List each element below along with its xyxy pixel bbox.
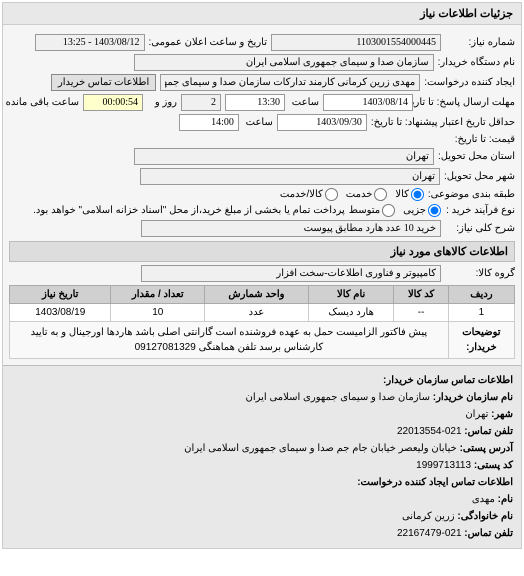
c-phone2: 021-22167479	[397, 528, 462, 539]
notes-cell: پیش فاکتور الزامیست حمل به عهده فروشنده …	[10, 322, 449, 359]
time-label-2: ساعت	[243, 117, 273, 128]
radio-goods[interactable]	[411, 188, 424, 201]
c-org-label: نام سازمان خریدار:	[433, 392, 513, 403]
buyer-org-label: نام دستگاه خریدار:	[438, 57, 515, 68]
need-no-label: شماره نیاز:	[445, 37, 515, 48]
th-name: نام کالا	[308, 286, 394, 304]
items-header: اطلاعات کالاهای مورد نیاز	[9, 241, 515, 262]
items-table: ردیف کد کالا نام کالا واحد شمارش تعداد /…	[9, 285, 515, 359]
panel-body: شماره نیاز: تاریخ و ساعت اعلان عمومی: نا…	[3, 25, 521, 365]
c-address-label: آدرس پستی:	[460, 443, 513, 454]
c-name: مهدی	[472, 494, 495, 505]
remaining-time-input[interactable]	[83, 94, 143, 111]
radio-service-label: خدمت	[346, 189, 373, 200]
table-header-row: ردیف کد کالا نام کالا واحد شمارش تعداد /…	[10, 286, 515, 304]
c-org: سازمان صدا و سیمای جمهوری اسلامی ایران	[245, 392, 429, 403]
radio-medium-label: متوسط	[349, 205, 380, 216]
requester-label: ایجاد کننده درخواست:	[424, 77, 515, 88]
notes-label-cell: توضیحات خریدار:	[448, 322, 514, 359]
announce-input[interactable]	[35, 34, 145, 51]
requester-input[interactable]	[160, 74, 420, 91]
process-label: نوع فرآیند خرید :	[445, 205, 515, 216]
c-name-label: نام:	[498, 494, 513, 505]
th-date: تاریخ نیاز	[10, 286, 111, 304]
row-province: استان محل تحویل:	[9, 148, 515, 165]
row-reply-deadline: مهلت ارسال پاسخ: تا تاریخ: ساعت روز و سا…	[9, 94, 515, 111]
radio-partial-label: جزیی	[403, 205, 426, 216]
radio-goods-service[interactable]	[325, 188, 338, 201]
category-radio-group: کالا خدمت کالا/خدمت	[280, 188, 424, 201]
group-input[interactable]	[141, 265, 441, 282]
c-phone2-label: تلفن تماس:	[464, 528, 513, 539]
c-lname-label: نام خانوادگی:	[457, 511, 513, 522]
c-phone-label: تلفن تماس:	[464, 426, 513, 437]
radio-goods-service-label: کالا/خدمت	[280, 189, 323, 200]
row-group: گروه کالا:	[9, 265, 515, 282]
td-date: 1403/08/19	[10, 304, 111, 322]
row-need-no: شماره نیاز: تاریخ و ساعت اعلان عمومی:	[9, 34, 515, 51]
desc-input[interactable]	[141, 220, 441, 237]
announce-label: تاریخ و ساعت اعلان عمومی:	[149, 37, 268, 48]
row-city: شهر محل تحویل:	[9, 168, 515, 185]
td-code: --	[394, 304, 448, 322]
table-row: 1 -- هارد دیسک عدد 10 1403/08/19	[10, 304, 515, 322]
reply-deadline-label: مهلت ارسال پاسخ: تا تاریخ:	[417, 97, 515, 108]
table-notes-row: توضیحات خریدار: پیش فاکتور الزامیست حمل …	[10, 322, 515, 359]
validity-label: حداقل تاریخ اعتبار پیشنهاد: تا تاریخ:	[371, 117, 515, 128]
c-lname: زرین کرمانی	[402, 511, 455, 522]
process-note: پرداخت تمام یا بخشی از مبلغ خرید،از محل …	[33, 205, 345, 216]
c-city: تهران	[465, 409, 488, 420]
c-address: خیابان ولیعصر خیابان جام جم صدا و سیمای …	[184, 443, 457, 454]
city-input[interactable]	[140, 168, 440, 185]
process-radio-group: جزیی متوسط	[349, 204, 441, 217]
province-input[interactable]	[134, 148, 434, 165]
panel-title: جزئیات اطلاعات نیاز	[3, 3, 521, 25]
desc-label: شرح کلی نیاز:	[445, 223, 515, 234]
th-code: کد کالا	[394, 286, 448, 304]
td-name: هارد دیسک	[308, 304, 394, 322]
validity-date-input[interactable]	[277, 114, 367, 131]
group-label: گروه کالا:	[445, 268, 515, 279]
time-label-1: ساعت	[289, 97, 319, 108]
td-qty: 10	[111, 304, 205, 322]
row-process: نوع فرآیند خرید : جزیی متوسط پرداخت تمام…	[9, 204, 515, 217]
row-price: قیمت: تا تاریخ:	[9, 134, 515, 145]
c-postal-label: کد پستی:	[474, 460, 513, 471]
row-validity: حداقل تاریخ اعتبار پیشنهاد: تا تاریخ: سا…	[9, 114, 515, 131]
contact-info-button[interactable]: اطلاعات تماس خریدار	[51, 74, 156, 91]
need-no-input[interactable]	[271, 34, 441, 51]
validity-time-input[interactable]	[179, 114, 239, 131]
td-row: 1	[448, 304, 514, 322]
row-desc: شرح کلی نیاز:	[9, 220, 515, 237]
th-unit: واحد شمارش	[205, 286, 309, 304]
row-buyer-org: نام دستگاه خریدار:	[9, 54, 515, 71]
c-postal: 1999713113	[416, 460, 471, 471]
c-city-label: شهر:	[491, 409, 513, 420]
radio-medium[interactable]	[382, 204, 395, 217]
radio-partial[interactable]	[428, 204, 441, 217]
province-label: استان محل تحویل:	[438, 151, 515, 162]
radio-goods-label: کالا	[395, 189, 409, 200]
price-label: قیمت: تا تاریخ:	[445, 134, 515, 145]
c-phone: 021-22013554	[397, 426, 462, 437]
day-label: روز و	[147, 97, 177, 108]
contact-section: اطلاعات تماس سازمان خریدار: نام سازمان خ…	[3, 365, 521, 548]
row-category: طبقه بندی موضوعی: کالا خدمت کالا/خدمت	[9, 188, 515, 201]
td-unit: عدد	[205, 304, 309, 322]
remaining-label: ساعت باقی مانده	[9, 97, 79, 108]
city-label: شهر محل تحویل:	[444, 171, 515, 182]
row-requester: ایجاد کننده درخواست: اطلاعات تماس خریدار	[9, 74, 515, 91]
buyer-org-input[interactable]	[134, 54, 434, 71]
notes-label: توضیحات خریدار:	[462, 327, 500, 353]
reply-time-input[interactable]	[225, 94, 285, 111]
need-details-panel: جزئیات اطلاعات نیاز شماره نیاز: تاریخ و …	[2, 2, 522, 549]
reply-date-input[interactable]	[323, 94, 413, 111]
c-req-header: اطلاعات تماس ایجاد کننده درخواست:	[11, 474, 513, 491]
category-label: طبقه بندی موضوعی:	[428, 189, 515, 200]
th-row: ردیف	[448, 286, 514, 304]
th-qty: تعداد / مقدار	[111, 286, 205, 304]
remaining-days-input[interactable]	[181, 94, 221, 111]
contact-header: اطلاعات تماس سازمان خریدار:	[11, 372, 513, 389]
radio-service[interactable]	[374, 188, 387, 201]
